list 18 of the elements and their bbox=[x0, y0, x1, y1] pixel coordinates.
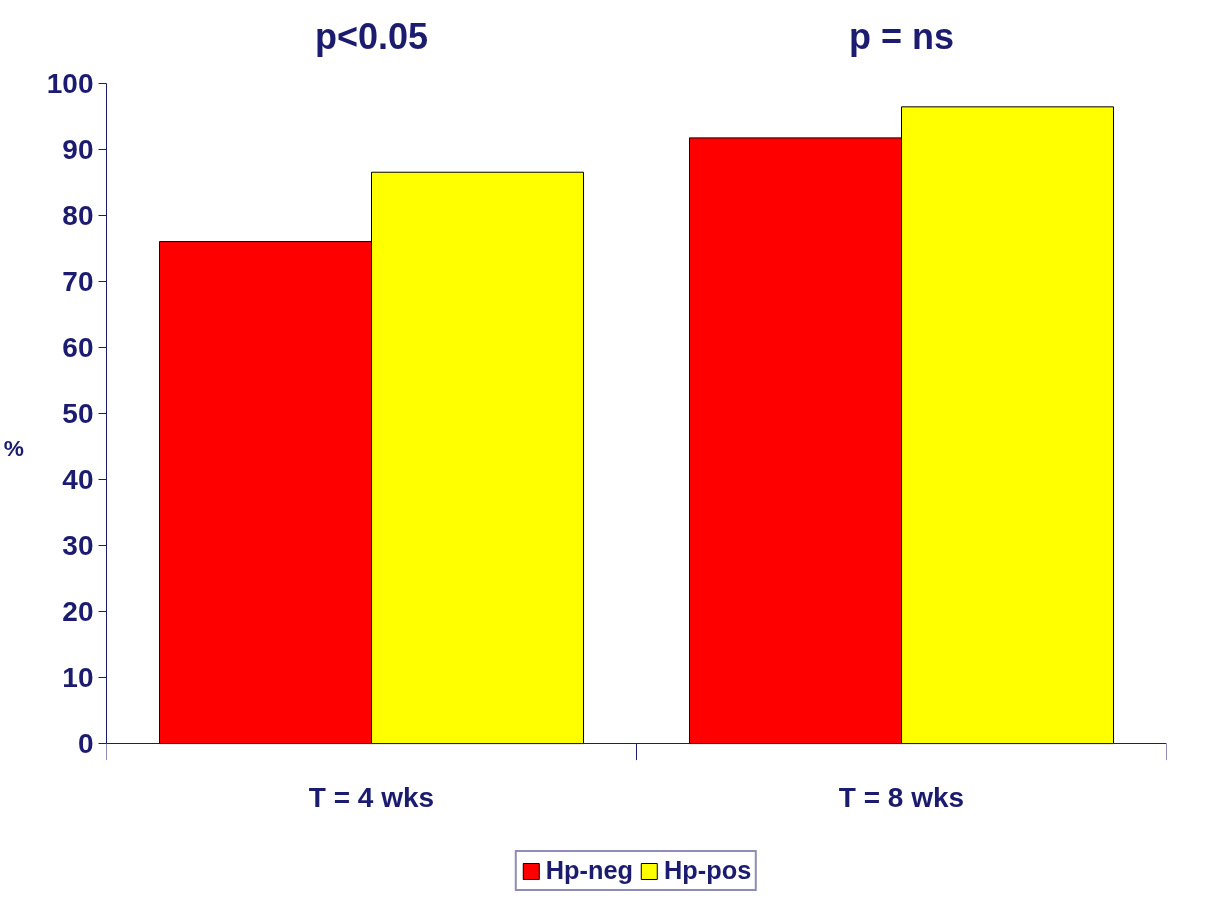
legend-label: Hp-pos bbox=[664, 856, 752, 885]
y-tick-label: 10 bbox=[62, 662, 94, 694]
y-tick-label: 50 bbox=[62, 397, 94, 429]
y-tick-label: 100 bbox=[46, 67, 94, 99]
y-tick-label: 70 bbox=[62, 265, 94, 297]
y-tick-label: 60 bbox=[62, 331, 94, 363]
x-tick-label: T = 4 wks bbox=[308, 781, 435, 813]
y-tick-label: 40 bbox=[62, 463, 94, 495]
y-tick-label: 20 bbox=[62, 595, 94, 627]
y-axis-title: % bbox=[3, 435, 24, 461]
y-tick-label: 30 bbox=[62, 529, 94, 561]
text: p = ns bbox=[848, 15, 955, 57]
x-tick-label: T = 8 wks bbox=[838, 781, 965, 813]
y-tick-label: 90 bbox=[62, 133, 94, 165]
text: p<0.05 bbox=[314, 15, 429, 57]
y-tick-label: 0 bbox=[77, 728, 94, 760]
y-tick-label: 80 bbox=[62, 199, 94, 231]
legend-label: Hp-neg bbox=[545, 856, 633, 885]
